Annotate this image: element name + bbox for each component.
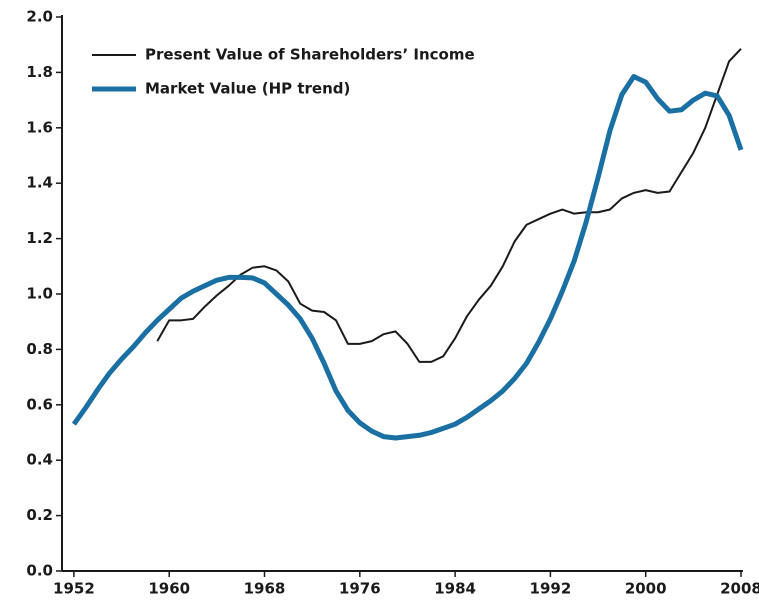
y-tick-label: 1.2 (26, 229, 53, 247)
y-tick-label: 0.2 (26, 506, 53, 524)
legend-label: Market Value (HP trend) (145, 80, 350, 98)
y-tick-label: 2.0 (26, 8, 53, 26)
y-tick-label: 1.4 (26, 174, 53, 192)
x-tick-label: 1960 (148, 580, 190, 598)
x-tick-label: 1992 (530, 580, 572, 598)
y-tick-label: 0.4 (26, 451, 53, 469)
series-line (71, 74, 744, 441)
x-tick-label: 1976 (339, 580, 381, 598)
y-tick-label: 1.8 (26, 63, 53, 81)
y-tick-label: 1.0 (26, 285, 53, 303)
y-tick-label: 0.8 (26, 340, 53, 358)
y-tick-label: 1.6 (26, 118, 53, 136)
y-tick-label: 0.0 (26, 562, 53, 580)
x-tick-label: 1968 (244, 580, 286, 598)
legend-label: Present Value of Shareholders’ Income (145, 46, 475, 64)
series-line (156, 48, 742, 363)
x-tick-label: 2008 (720, 580, 759, 598)
x-tick-label: 2000 (625, 580, 667, 598)
x-tick-label: 1952 (53, 580, 95, 598)
y-tick-label: 0.6 (26, 395, 53, 413)
x-tick-label: 1984 (434, 580, 476, 598)
